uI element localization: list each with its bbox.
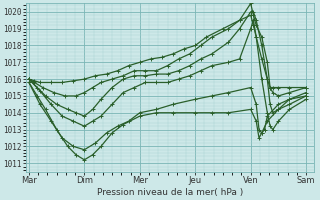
X-axis label: Pression niveau de la mer( hPa ): Pression niveau de la mer( hPa )	[97, 188, 244, 197]
